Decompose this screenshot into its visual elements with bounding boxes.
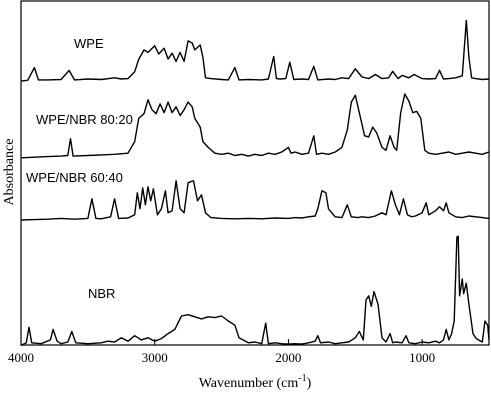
trace-wpe-nbr-80-20 <box>20 93 490 159</box>
series-label-nbr: NBR <box>88 286 115 301</box>
plot-frame <box>20 0 490 346</box>
spectra-traces <box>20 19 490 347</box>
y-axis-title: Absorbance <box>2 139 17 206</box>
trace-wpe <box>20 19 490 82</box>
x-axis-ticks: 4000 3000 2000 1000 <box>8 339 435 365</box>
x-tick-label-2000: 2000 <box>275 350 301 365</box>
series-label-wpe-nbr-60-40: WPE/NBR 60:40 <box>26 170 123 185</box>
x-tick-label-4000: 4000 <box>8 350 34 365</box>
x-axis-title: Wavenumber (cm-1) <box>199 373 312 391</box>
series-label-wpe-nbr-80-20: WPE/NBR 80:20 <box>36 112 133 127</box>
x-axis-title-sup: -1 <box>298 373 306 384</box>
x-axis-title-tail: ) <box>307 376 312 391</box>
x-tick-label-1000: 1000 <box>409 350 435 365</box>
x-tick-label-3000: 3000 <box>142 350 168 365</box>
trace-wpe-nbr-60-40 <box>20 180 490 221</box>
x-axis-title-main: Wavenumber (cm <box>199 376 299 391</box>
trace-nbr <box>20 235 490 347</box>
series-label-wpe: WPE <box>74 36 104 51</box>
